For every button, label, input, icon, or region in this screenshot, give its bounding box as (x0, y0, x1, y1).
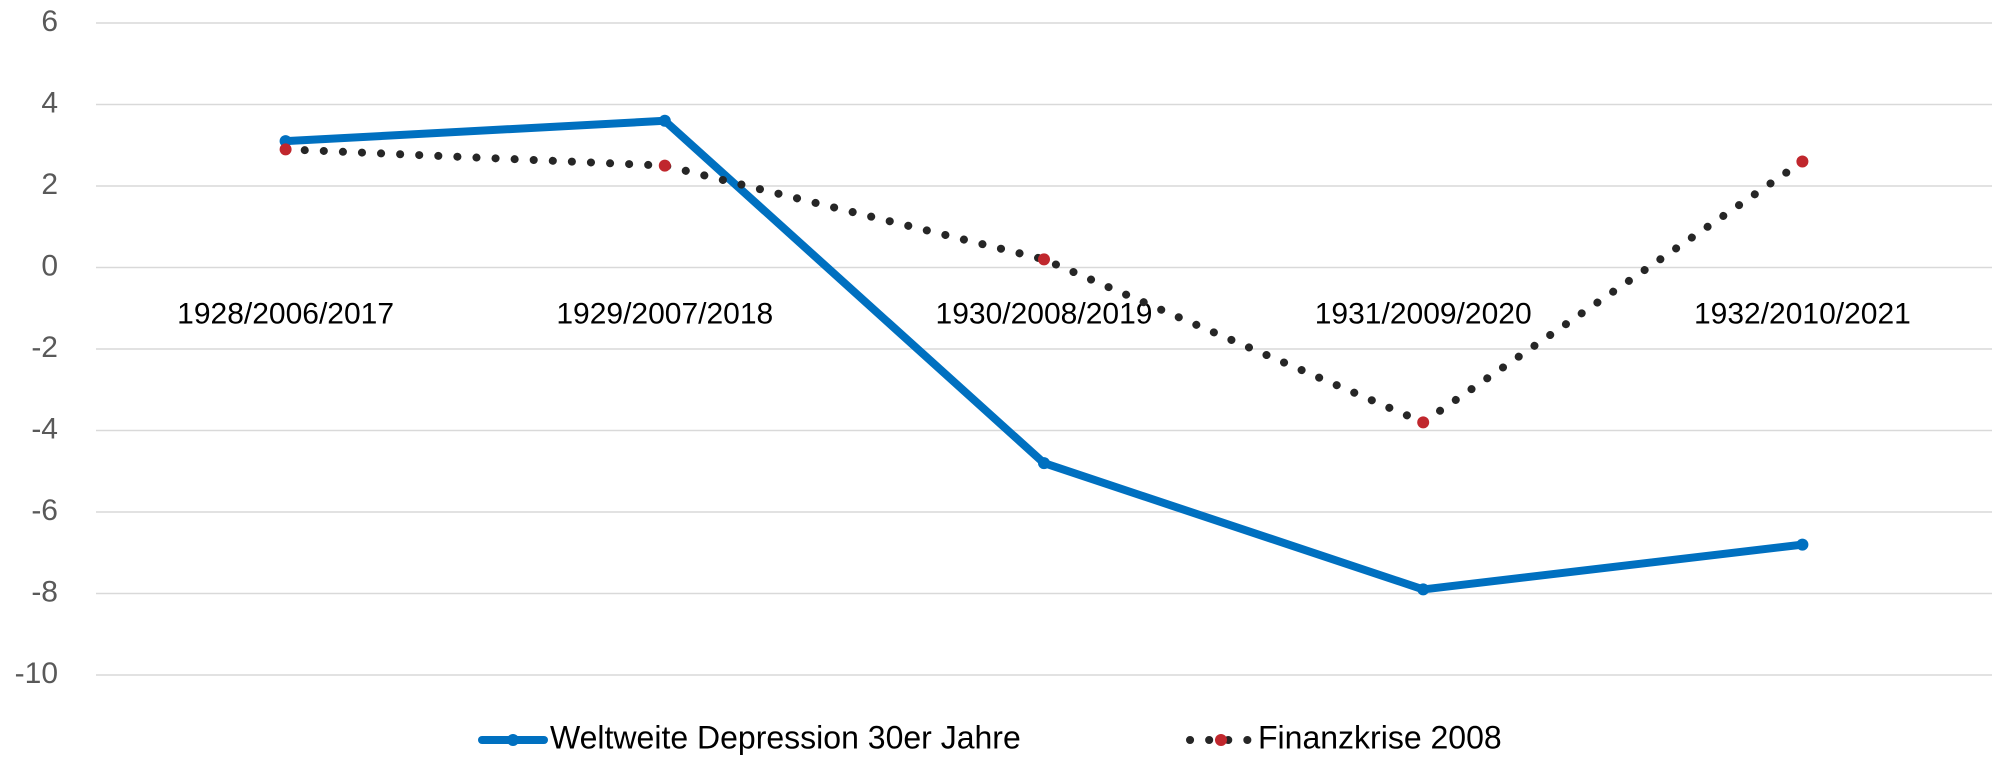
y-tick-label: 0 (41, 249, 58, 282)
y-tick-label: 2 (41, 168, 58, 201)
legend-label: Finanzkrise 2008 (1258, 719, 1502, 755)
y-tick-label: -8 (31, 575, 58, 608)
y-tick-label: 6 (41, 5, 58, 38)
x-tick-label: 1929/2007/2018 (556, 297, 773, 330)
x-tick-label: 1928/2006/2017 (177, 297, 394, 330)
y-tick-label: -2 (31, 331, 58, 364)
data-point (658, 114, 671, 127)
data-point (1038, 457, 1050, 470)
data-point (658, 159, 671, 172)
legend-label: Weltweite Depression 30er Jahre (550, 719, 1021, 755)
legend-marker (1215, 734, 1227, 746)
series-line (281, 116, 1807, 594)
y-tick-label: 4 (41, 86, 58, 119)
data-point (1417, 416, 1430, 429)
y-tick-label: -10 (15, 657, 58, 690)
x-tick-label: 1931/2009/2020 (1315, 297, 1532, 330)
data-point (1038, 253, 1050, 266)
data-point (1796, 538, 1809, 551)
legend-marker (507, 734, 519, 746)
data-point (279, 143, 292, 156)
x-tick-label: 1932/2010/2021 (1694, 297, 1911, 330)
series-line (281, 145, 1807, 427)
x-tick-label: 1930/2008/2019 (936, 297, 1153, 330)
y-tick-label: -6 (31, 494, 58, 527)
y-tick-label: -4 (31, 412, 58, 445)
data-point (1796, 155, 1809, 168)
data-point (1417, 583, 1430, 596)
